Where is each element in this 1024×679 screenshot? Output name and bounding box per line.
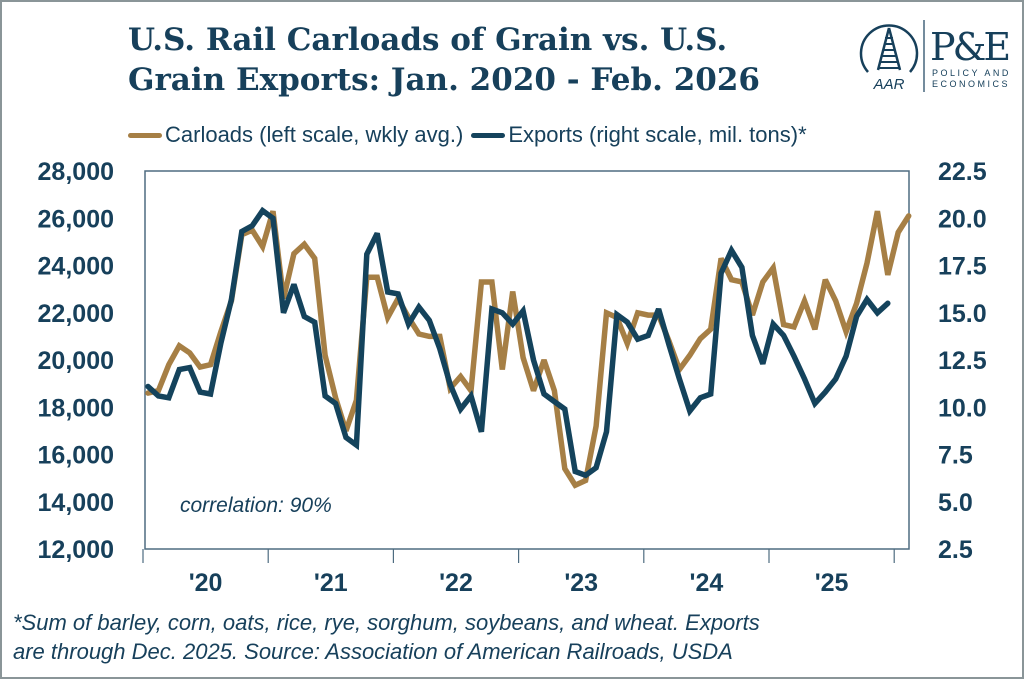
left-axis-tick-label: 20,000 (38, 347, 114, 375)
aar-pe-logo: AAR P&E POLICY AND ECONOMICS (859, 20, 1011, 93)
left-axis-ticks: 12,000 14,000 16,000 18,000 20,000 22,000 24,0… (38, 158, 114, 564)
pe-sub-text-1: POLICY AND (932, 68, 1011, 78)
right-axis-tick-label: 22.5 (938, 158, 987, 186)
left-axis-tick-label: 16,000 (38, 442, 114, 470)
right-axis-tick-label: 7.5 (938, 442, 973, 470)
right-axis-tick-label: 5.0 (938, 489, 973, 517)
left-axis-tick-label: 12,000 (38, 536, 114, 564)
aar-rail-logo-icon: AAR (859, 24, 919, 93)
x-axis-tick-label: '23 (564, 569, 598, 597)
x-axis-tick-label: '24 (690, 569, 724, 597)
right-axis-tick-label: 12.5 (938, 347, 987, 375)
legend-swatch-exports (471, 132, 506, 138)
right-axis-tick-label: 17.5 (938, 253, 987, 281)
legend-swatch-carloads (128, 132, 162, 138)
footnote: *Sum of barley, corn, oats, rice, rye, s… (13, 608, 1013, 666)
axes (144, 170, 910, 550)
left-axis-tick-label: 22,000 (38, 300, 114, 328)
right-axis-tick-label: 20.0 (938, 205, 987, 233)
right-axis-tick-label: 15.0 (938, 300, 987, 328)
left-axis-tick-label: 24,000 (38, 253, 114, 281)
exports-line (145, 206, 891, 479)
left-axis-tick-label: 18,000 (38, 394, 114, 422)
footnote-line-1: *Sum of barley, corn, oats, rice, rye, s… (13, 610, 760, 635)
left-axis-tick-label: 28,000 (38, 158, 114, 186)
series-lines (145, 206, 912, 489)
right-axis-tick-label: 10.0 (938, 394, 987, 422)
legend-item-exports: Exports (right scale, mil. tons)* (471, 122, 807, 148)
correlation-annotation: correlation: 90% (180, 494, 332, 517)
legend-item-carloads: Carloads (left scale, wkly avg.) (128, 122, 463, 148)
aar-text: AAR (873, 76, 905, 93)
legend-label-exports: Exports (right scale, mil. tons)* (508, 122, 807, 147)
pe-sub-text-2: ECONOMICS (932, 79, 1010, 89)
title-line-2: Grain Exports: Jan. 2020 - Feb. 2026 (128, 62, 760, 98)
right-axis-tick-label: 2.5 (938, 536, 973, 564)
x-axis-tick-label: '22 (439, 569, 473, 597)
legend-label-carloads: Carloads (left scale, wkly avg.) (165, 122, 464, 147)
chart-title: U.S. Rail Carloads of Grain vs. U.S. Gra… (128, 20, 808, 100)
x-axis-tick-label: '21 (314, 569, 348, 597)
legend: Carloads (left scale, wkly avg.) Exports… (128, 120, 807, 150)
left-axis-tick-label: 14,000 (38, 489, 114, 517)
x-axis-tick-label: '25 (815, 569, 849, 597)
plot-area-border (144, 170, 910, 550)
footnote-line-2: are through Dec. 2025. Source: Associati… (13, 639, 733, 664)
title-line-1: U.S. Rail Carloads of Grain vs. U.S. (128, 22, 728, 58)
right-axis-ticks: 2.5 5.0 7.5 10.0 12.5 15.0 17.5 20.0 22.5 (938, 158, 987, 564)
pe-logo-text: P&E (930, 25, 1008, 69)
left-axis-tick-label: 26,000 (38, 205, 114, 233)
x-axis-tick-label: '20 (189, 569, 223, 597)
x-axis-ticks: '20 '21 '22 '23 '24 '25 (142, 549, 895, 597)
